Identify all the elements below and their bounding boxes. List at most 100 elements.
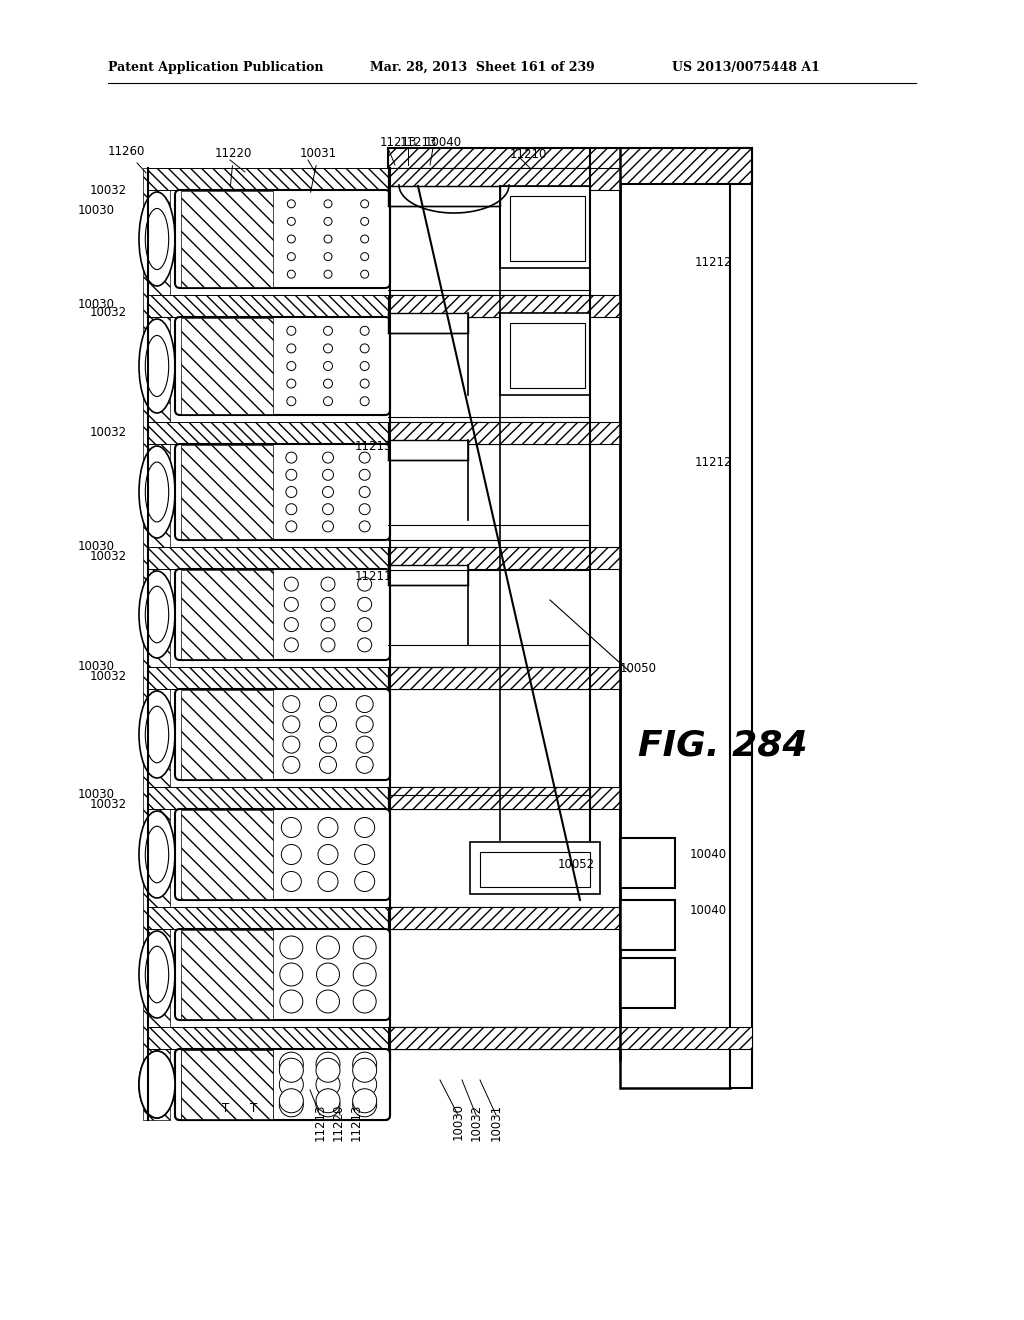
Circle shape — [323, 521, 334, 532]
Circle shape — [352, 1089, 377, 1113]
Circle shape — [360, 397, 370, 405]
Circle shape — [288, 235, 295, 243]
Bar — [148, 168, 588, 190]
Circle shape — [285, 638, 298, 652]
Text: 11210: 11210 — [510, 149, 548, 161]
Bar — [388, 1027, 620, 1049]
Bar — [148, 667, 588, 689]
Text: 10032: 10032 — [90, 799, 127, 812]
Circle shape — [282, 871, 301, 891]
Circle shape — [360, 271, 369, 279]
Circle shape — [323, 470, 334, 480]
Text: 11213: 11213 — [314, 1104, 327, 1140]
Circle shape — [316, 1059, 340, 1082]
Bar — [181, 191, 273, 286]
Circle shape — [360, 199, 369, 207]
Circle shape — [357, 598, 372, 611]
Circle shape — [359, 487, 370, 498]
Bar — [181, 810, 273, 899]
Circle shape — [287, 326, 296, 335]
Circle shape — [353, 990, 376, 1012]
Circle shape — [357, 577, 372, 591]
Circle shape — [286, 487, 297, 498]
Text: 10031: 10031 — [300, 147, 337, 193]
Circle shape — [321, 618, 335, 632]
Circle shape — [360, 235, 369, 243]
Circle shape — [360, 379, 370, 388]
Circle shape — [286, 504, 297, 515]
Bar — [388, 148, 752, 183]
Bar — [388, 168, 620, 190]
Bar — [148, 422, 588, 444]
Circle shape — [324, 235, 332, 243]
Text: 10030: 10030 — [78, 203, 115, 216]
Text: 11213: 11213 — [380, 136, 418, 149]
Circle shape — [287, 397, 296, 405]
Bar — [148, 1027, 388, 1049]
Bar — [388, 294, 590, 317]
Ellipse shape — [139, 446, 175, 539]
Ellipse shape — [145, 335, 169, 396]
Bar — [181, 1049, 273, 1119]
Bar — [148, 907, 588, 929]
Text: T: T — [222, 1101, 229, 1114]
Text: 10040: 10040 — [690, 903, 727, 916]
Bar — [388, 294, 620, 317]
Circle shape — [280, 1089, 303, 1113]
Circle shape — [280, 964, 303, 986]
FancyBboxPatch shape — [175, 1049, 390, 1119]
Ellipse shape — [139, 319, 175, 413]
Circle shape — [287, 379, 296, 388]
Bar — [388, 1027, 590, 1049]
Bar — [181, 570, 273, 659]
Circle shape — [359, 521, 370, 532]
FancyBboxPatch shape — [175, 317, 390, 414]
Circle shape — [357, 638, 372, 652]
Text: 10030: 10030 — [78, 660, 115, 673]
Circle shape — [280, 1059, 303, 1082]
Bar — [388, 565, 468, 585]
Circle shape — [359, 451, 370, 463]
Text: 10031: 10031 — [490, 1104, 503, 1140]
Ellipse shape — [145, 586, 169, 643]
Circle shape — [321, 638, 335, 652]
Text: US 2013/0075448 A1: US 2013/0075448 A1 — [672, 61, 820, 74]
Bar — [620, 958, 675, 1008]
Circle shape — [356, 756, 373, 774]
Circle shape — [324, 218, 332, 226]
Text: Patent Application Publication: Patent Application Publication — [108, 61, 324, 74]
Bar — [470, 842, 600, 894]
Circle shape — [319, 756, 337, 774]
Circle shape — [288, 218, 295, 226]
Ellipse shape — [145, 209, 169, 269]
FancyBboxPatch shape — [175, 569, 390, 660]
Circle shape — [321, 598, 335, 611]
Circle shape — [354, 845, 375, 865]
Bar — [388, 667, 590, 689]
Circle shape — [318, 817, 338, 837]
Circle shape — [352, 1072, 377, 1097]
Text: 10032: 10032 — [90, 183, 127, 197]
Text: 11212: 11212 — [695, 256, 732, 268]
Circle shape — [324, 379, 333, 388]
Bar — [388, 313, 468, 333]
Ellipse shape — [139, 690, 175, 777]
Circle shape — [318, 845, 338, 865]
Text: 10032: 10032 — [90, 425, 127, 438]
Bar — [388, 168, 590, 190]
Text: 11213: 11213 — [355, 441, 392, 454]
Circle shape — [316, 1052, 340, 1076]
Circle shape — [360, 218, 369, 226]
Ellipse shape — [145, 946, 169, 1003]
Bar — [388, 1027, 752, 1049]
Ellipse shape — [145, 706, 169, 763]
Circle shape — [352, 1059, 377, 1082]
Text: 10050: 10050 — [620, 661, 657, 675]
Circle shape — [352, 1052, 377, 1076]
Circle shape — [360, 326, 370, 335]
Circle shape — [316, 1072, 340, 1097]
Bar — [388, 546, 590, 569]
Bar — [181, 1049, 273, 1119]
Text: 10030: 10030 — [78, 298, 115, 312]
Circle shape — [324, 362, 333, 371]
